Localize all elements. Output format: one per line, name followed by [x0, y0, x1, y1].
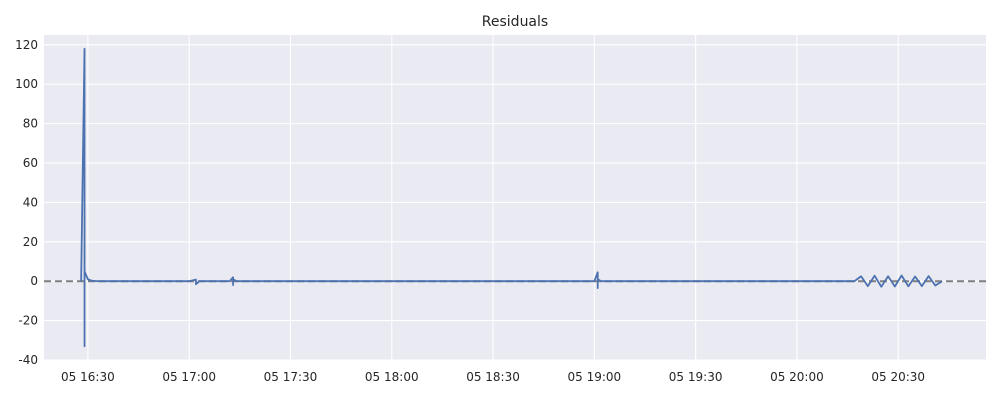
residuals-series-line	[80, 47, 943, 348]
x-tick-labels: 05 16:30 05 17:00 05 17:30 05 18:00 05 18:30…	[61, 370, 925, 384]
y-tick-label: 120	[15, 38, 38, 52]
y-tick-labels: -40 -20 0 20 40 60 80 100 120	[15, 38, 38, 367]
y-tick-label: 0	[30, 274, 38, 288]
x-tick-label: 05 16:30	[61, 370, 115, 384]
plot-background	[44, 35, 986, 360]
y-tick-label: 100	[15, 77, 38, 91]
y-tick-label: 60	[23, 156, 38, 170]
y-tick-label: -20	[18, 314, 38, 328]
y-tick-label: 40	[23, 195, 38, 209]
x-tick-label: 05 17:30	[264, 370, 318, 384]
chart-title: Residuals	[482, 14, 548, 30]
x-tick-label: 05 20:30	[871, 370, 925, 384]
y-tick-label: 20	[23, 235, 38, 249]
y-tick-label: -40	[18, 353, 38, 367]
y-tick-label: 80	[23, 117, 38, 131]
x-tick-label: 05 18:30	[466, 370, 520, 384]
x-tick-label: 05 19:00	[568, 370, 622, 384]
series-lines	[80, 47, 943, 348]
x-tick-label: 05 19:30	[669, 370, 723, 384]
x-tick-label: 05 18:00	[365, 370, 419, 384]
x-tick-label: 05 20:00	[770, 370, 824, 384]
x-tick-label: 05 17:00	[162, 370, 216, 384]
